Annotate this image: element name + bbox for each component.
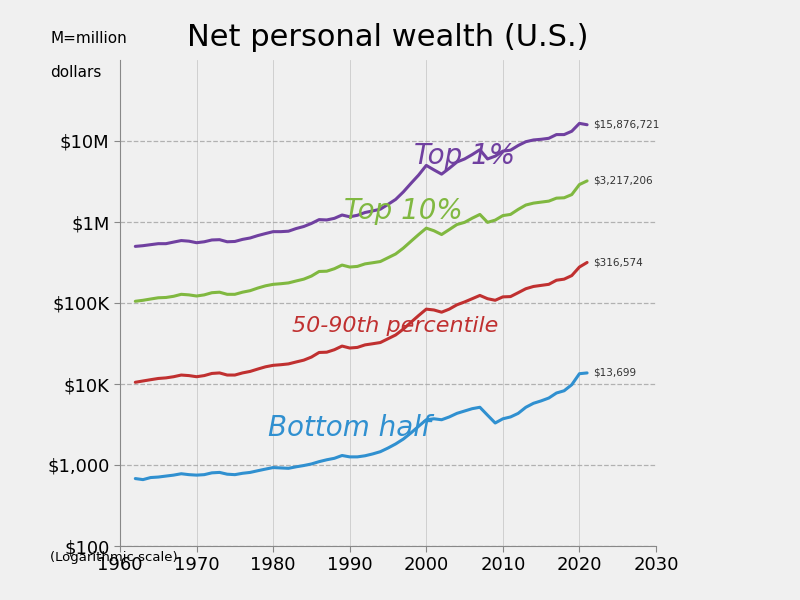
Text: 50-90th percentile: 50-90th percentile xyxy=(293,316,499,336)
Text: Bottom half: Bottom half xyxy=(268,413,431,442)
Title: Net personal wealth (U.S.): Net personal wealth (U.S.) xyxy=(187,23,589,52)
Text: $316,574: $316,574 xyxy=(594,257,643,268)
Text: $13,699: $13,699 xyxy=(594,368,636,378)
Text: $3,217,206: $3,217,206 xyxy=(594,176,653,186)
Text: dollars: dollars xyxy=(50,65,102,80)
Text: (Logarithmic scale): (Logarithmic scale) xyxy=(50,551,178,564)
Text: $15,876,721: $15,876,721 xyxy=(594,120,659,130)
Text: Top 10%: Top 10% xyxy=(344,197,462,224)
Text: M=million: M=million xyxy=(50,31,127,46)
Text: Top 1%: Top 1% xyxy=(414,142,515,170)
